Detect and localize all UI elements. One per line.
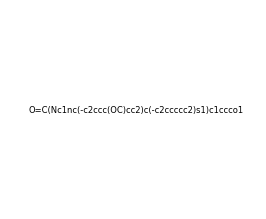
Text: O=C(Nc1nc(-c2ccc(OC)cc2)c(-c2ccccc2)s1)c1ccco1: O=C(Nc1nc(-c2ccc(OC)cc2)c(-c2ccccc2)s1)c… bbox=[29, 106, 244, 115]
